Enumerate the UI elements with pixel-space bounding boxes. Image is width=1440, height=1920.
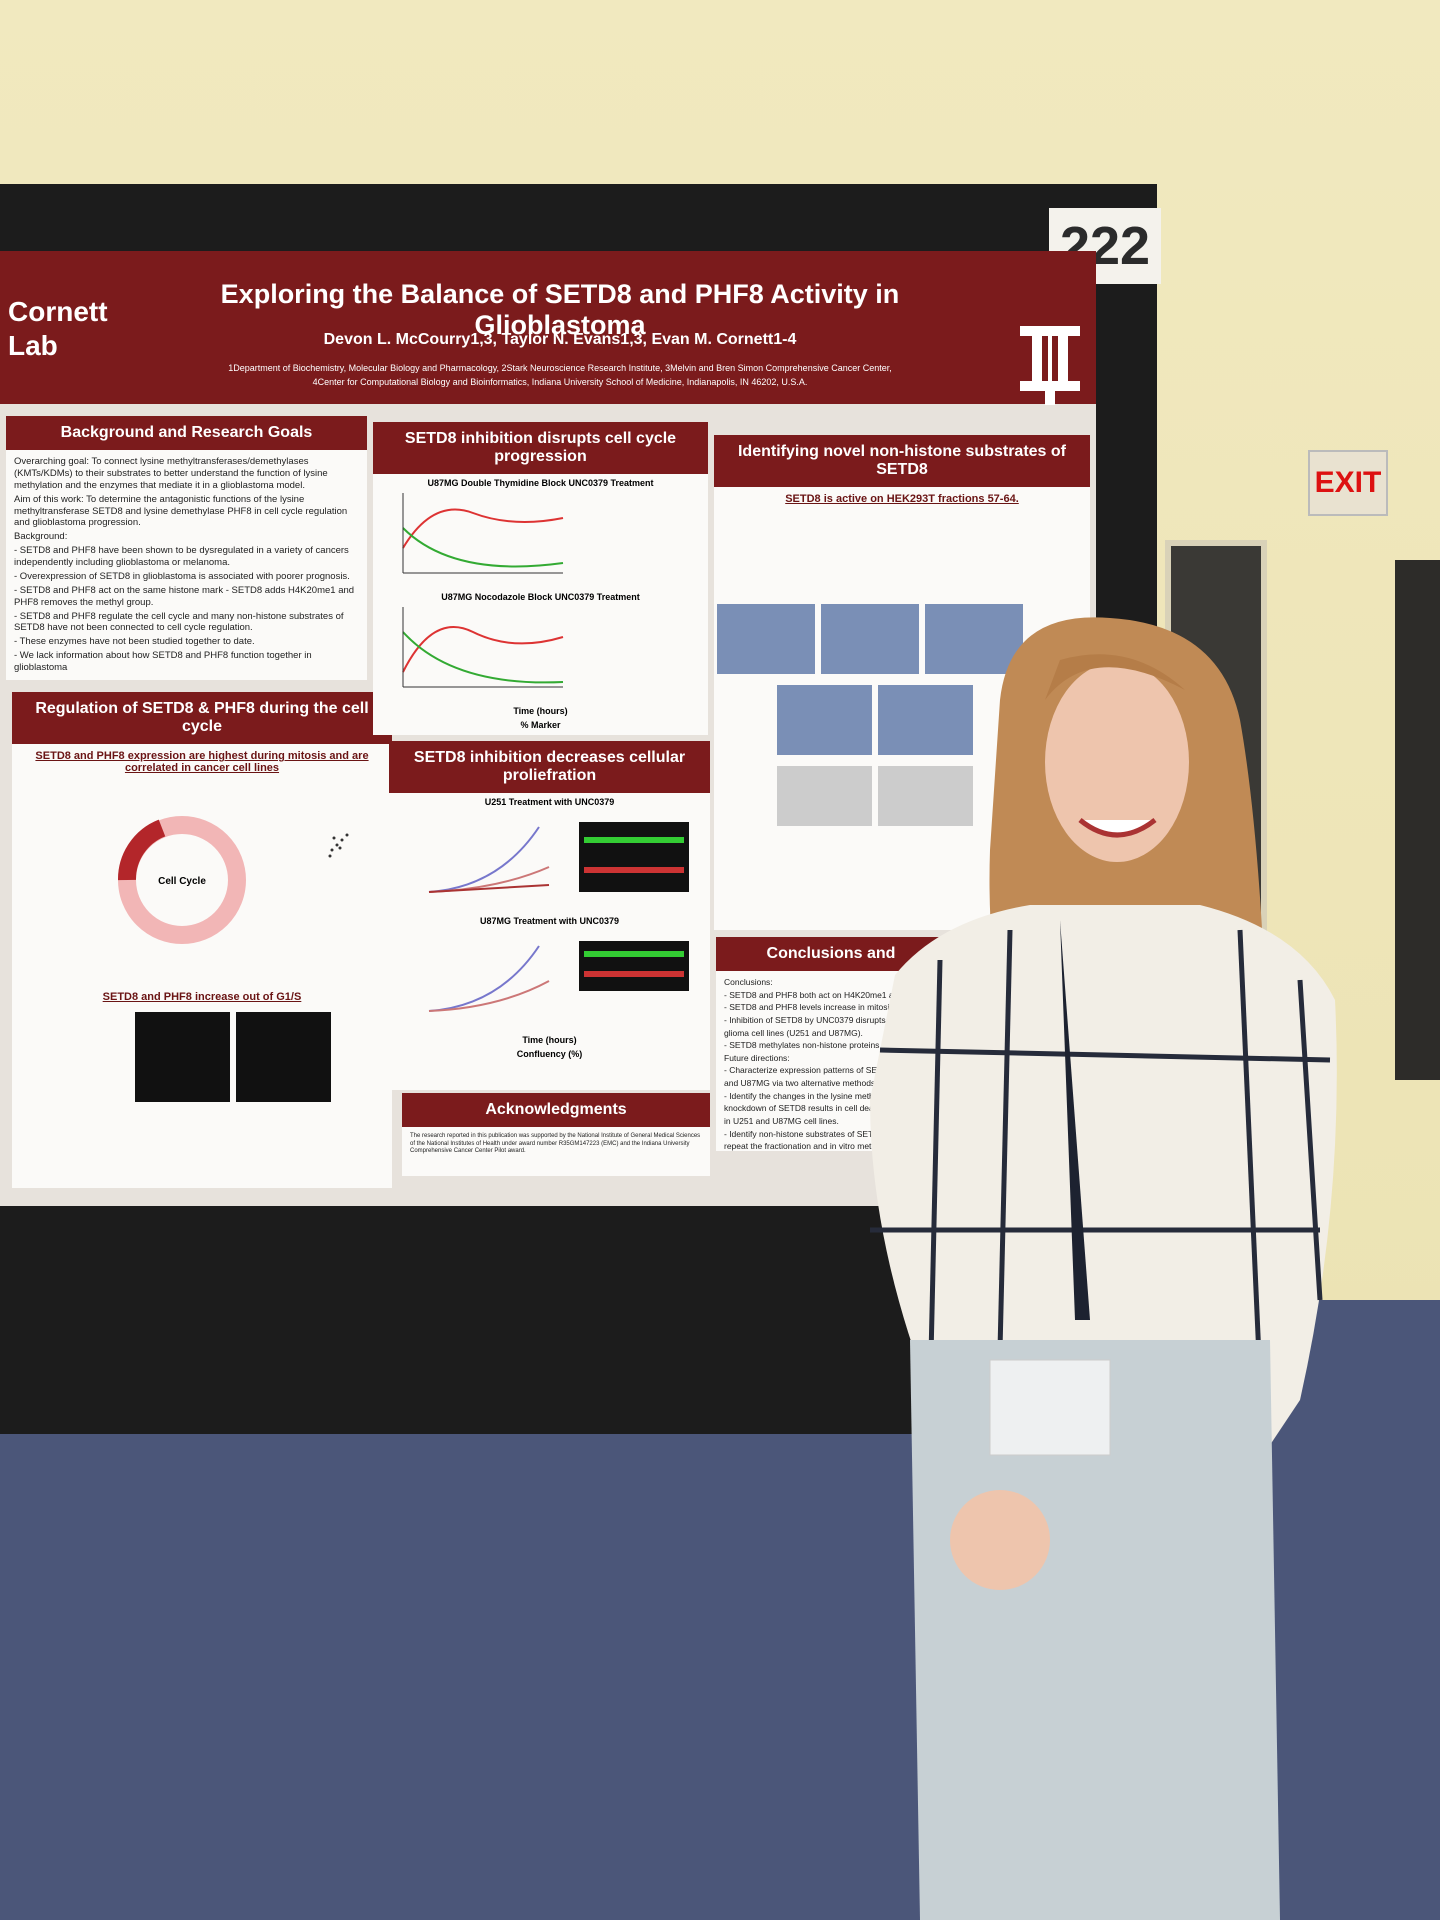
body-line: Conclusions: (724, 977, 773, 987)
axis-label: Time (hours) (513, 706, 568, 716)
exit-sign: EXIT (1308, 450, 1388, 516)
body-line: - SETD8 and PHF8 both act on H4K20me1 an… (724, 989, 904, 1000)
plot-title: U251 Treatment with UNC0379 (484, 797, 615, 807)
body-line: - SETD8 and PHF8 act on the same histone… (14, 584, 355, 608)
logo: Cornett Lab (8, 296, 108, 361)
poster-header: Cornett Lab Exploring the Balance of SET… (0, 251, 1096, 405)
body-line: - SETD8 and PHF8 have been shown to be d… (14, 545, 349, 568)
section-body: The research reported in this publicatio… (410, 1133, 701, 1154)
section-title: SETD8 inhibition decreases cellular prol… (389, 741, 710, 793)
axis-label: Confluency (%) (516, 1049, 583, 1059)
authors: Devon L. McCourry1,3, Taylor N. Evans1,3… (323, 331, 797, 348)
plot-title: U87MG Double Thymidine Block UNC0379 Tre… (427, 478, 654, 488)
door (1395, 560, 1440, 1080)
section-title: Identifying novel non-histone substrates… (714, 435, 1090, 487)
body-line: - SETD8 and PHF8 levels increase in mito… (724, 1002, 911, 1013)
body-line: - These enzymes have not been studied to… (14, 636, 255, 648)
body-line: - SETD8 and PHF8 regulate the cell cycle… (14, 610, 344, 634)
plot-sketch (428, 941, 689, 1012)
gels (714, 682, 1090, 763)
axis-label: Time (hours) (522, 1035, 577, 1045)
university-logo (1020, 326, 1080, 405)
body-line: - Identify the changes in the lysine met… (724, 1090, 885, 1101)
section-title: Background and Research Goals (6, 416, 367, 450)
axis-label: % Marker (520, 720, 561, 730)
body-line: Overarching goal: To connect lysine meth… (14, 456, 328, 491)
section-body: Overarching goal: To connect lysine meth… (6, 450, 367, 680)
body-line: - Inhibition of SETD8 by UNC0379 disrupt… (724, 1014, 901, 1025)
body-line: repeat the fractionation and in vitro me… (724, 1141, 877, 1151)
plot-title: U87MG Treatment with UNC0379 (479, 916, 620, 926)
section-title: SETD8 inhibition disrupts cell cycle pro… (373, 422, 708, 474)
affiliation: 1Department of Biochemistry, Molecular B… (228, 363, 892, 373)
blots (12, 1009, 392, 1110)
body-line: Future directions: (724, 1052, 790, 1063)
body-line: and U87MG via two alternative methods. (724, 1078, 878, 1088)
body-line: glioma cell lines (U251 and U87MG). (724, 1027, 863, 1038)
blots (714, 763, 1090, 834)
subtitle: SETD8 and PHF8 expression are highest du… (35, 750, 369, 774)
body-line: Background: (14, 531, 68, 543)
body-line: - Characterize expression patterns of SE… (724, 1065, 894, 1076)
plot-sketch (402, 607, 564, 688)
plot-sketch (402, 493, 564, 574)
section: Regulation of SETD8 & PHF8 during the ce… (12, 692, 392, 1188)
body-line: knockdown of SETD8 results in cell death (724, 1103, 881, 1114)
subtitle: SETD8 and PHF8 increase out of G1/S (102, 991, 302, 1003)
section-title: Acknowledgments (402, 1093, 710, 1127)
plot-title: U87MG Nocodazole Block UNC0379 Treatment (441, 592, 640, 602)
body-line: - We lack information about how SETD8 an… (14, 650, 312, 673)
section: Acknowledgments The research reported in… (402, 1093, 710, 1176)
body-line: - SETD8 methylates non-histone proteins … (724, 1040, 901, 1051)
body-line: Aim of this work: To determine the antag… (14, 493, 348, 529)
body-line: - Identify non-histone substrates of SET… (724, 1128, 885, 1139)
gels (714, 601, 1090, 682)
affiliation: 4Center for Computational Biology and Bi… (312, 377, 808, 387)
plot-sketch (428, 822, 689, 893)
section: Background and Research Goals Overarchin… (6, 416, 367, 680)
cell-cycle-diagram: Cell Cycle (117, 816, 349, 944)
subtitle: SETD8 is active on HEK293T fractions 57-… (785, 493, 1019, 505)
body-line: - Overexpression of SETD8 in glioblastom… (14, 570, 350, 582)
section-body: Conclusions: - SETD8 and PHF8 both act on… (716, 971, 946, 1151)
section: SETD8 inhibition disrupts cell cycle pro… (373, 422, 708, 735)
section-title: Regulation of SETD8 & PHF8 during the ce… (12, 692, 392, 744)
section: SETD8 inhibition decreases cellular prol… (389, 741, 710, 1090)
body-line: in U251 and U87MG cell lines. (724, 1115, 839, 1126)
diagram-label: Cell Cycle (158, 876, 206, 887)
poster-title: Exploring the Balance of SETD8 and PHF8 … (220, 279, 900, 340)
